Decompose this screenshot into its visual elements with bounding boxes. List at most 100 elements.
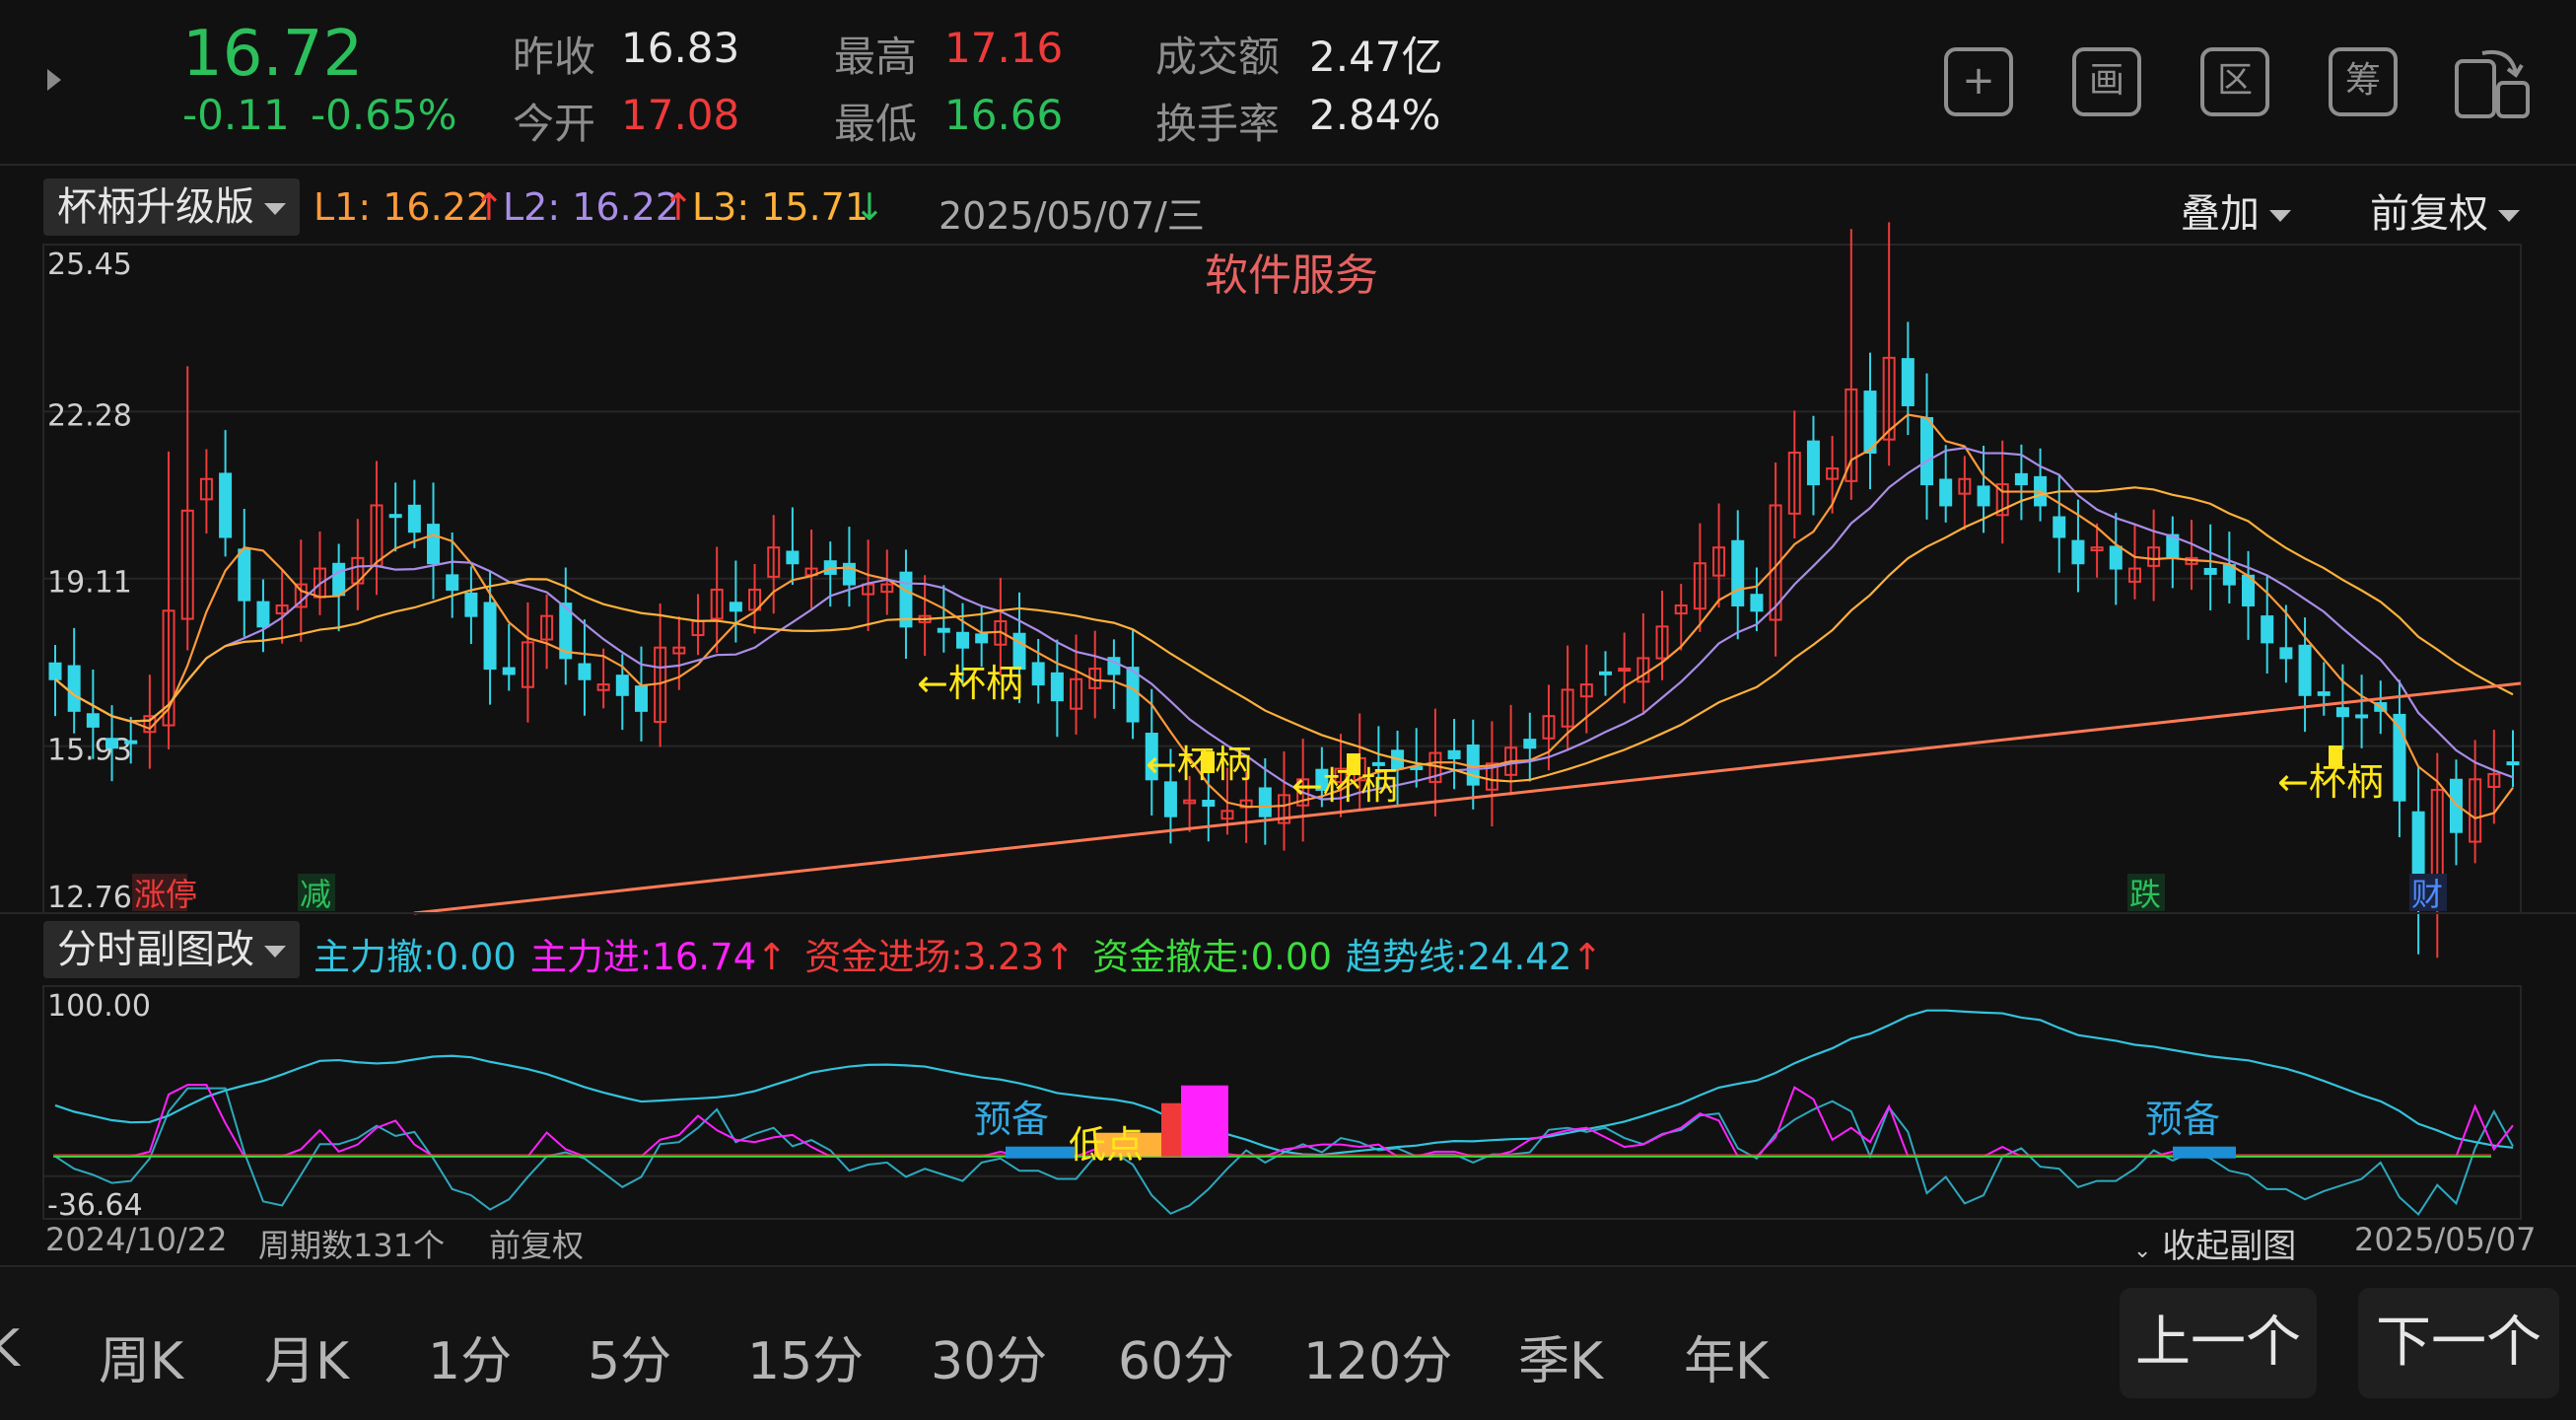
candle-body xyxy=(2053,516,2066,538)
rotate-screen-icon[interactable] xyxy=(2453,43,2532,122)
candle-body xyxy=(880,583,894,594)
signal-marker xyxy=(1347,753,1360,775)
period-tab[interactable]: 1分 xyxy=(428,1332,513,1391)
sub-legend: 主力撤:0.00 主力进:16.74↑ 资金进场:3.23↑ 资金撤走:0.00 趋势线… xyxy=(313,927,1620,980)
reduce-tag: 减 xyxy=(300,876,331,913)
sub-indicator-dropdown[interactable]: 分时副图改 xyxy=(43,921,300,978)
candle-body xyxy=(786,550,800,565)
limit-up-tag-bg xyxy=(132,874,187,911)
open-value: 17.08 xyxy=(621,91,740,139)
arrow-up-icon: ↑ xyxy=(1044,936,1076,978)
candle-body xyxy=(2317,691,2331,696)
candle-body xyxy=(1882,356,1896,441)
chips-button[interactable]: 筹 xyxy=(2329,47,2398,116)
candle-body xyxy=(2487,772,2501,788)
turnover-label: 换手率 xyxy=(1155,100,1281,148)
candle-body xyxy=(1561,688,1574,728)
kline-chart[interactable]: 25.45 22.28 19.11 15.93 12.76 软件服务 ←杯柄 ←杯柄 ←杯柄 ←杯… xyxy=(0,166,2576,1270)
y-tick-label: 12.76 xyxy=(47,881,132,915)
sub-frame xyxy=(42,985,2522,1220)
candle-body xyxy=(67,665,81,712)
candle-body xyxy=(1107,657,1121,675)
candle-body xyxy=(559,603,573,660)
period-tab[interactable]: 5分 xyxy=(588,1332,672,1391)
period-tab[interactable]: 30分 xyxy=(931,1332,1048,1391)
cup-handle-signal: ←杯柄 xyxy=(1291,764,1398,808)
candle-body xyxy=(1655,625,1669,660)
ready-bar xyxy=(1006,1146,1075,1159)
collapse-sub-button[interactable]: ⌄ 收起副图 xyxy=(2133,1219,2296,1267)
period-tab[interactable]: 15分 xyxy=(747,1332,865,1391)
adjust-label: 前复权 xyxy=(2370,191,2488,237)
sub-y-bottom: -36.64 xyxy=(47,1188,143,1223)
chevron-down-icon xyxy=(2498,210,2520,222)
sub-legend-item: 资金进场:3.23 xyxy=(804,936,1045,978)
candle-body xyxy=(842,562,856,586)
price-change: -0.11 xyxy=(182,91,290,139)
collapse-label: 收起副图 xyxy=(2162,1227,2297,1266)
candle-body xyxy=(2298,644,2312,696)
period-tab[interactable]: K xyxy=(0,1319,21,1379)
ma5-line xyxy=(54,413,2514,820)
quote-bar: 16.72 -0.11 -0.65% 昨收 16.83 今开 17.08 最高 … xyxy=(0,0,2576,164)
candle-body xyxy=(1202,800,1216,808)
candle-body xyxy=(634,685,648,712)
candle-body xyxy=(710,588,724,620)
zone-button[interactable]: 区 xyxy=(2200,47,2269,116)
candle-body xyxy=(2127,567,2141,583)
period-tab[interactable]: 周K xyxy=(99,1332,184,1391)
candle-body xyxy=(1579,683,1593,698)
ma20-line xyxy=(54,486,2514,783)
add-button[interactable]: + xyxy=(1944,47,2013,116)
candle-body xyxy=(427,524,441,565)
candle-body xyxy=(1995,483,2009,517)
candle-body xyxy=(2506,761,2520,766)
prev-close-label: 昨收 xyxy=(513,33,596,81)
draw-button[interactable]: 画 xyxy=(2072,47,2141,116)
candle-body xyxy=(1693,562,1706,610)
low-value: 16.66 xyxy=(944,91,1064,139)
period-tab[interactable]: 60分 xyxy=(1118,1332,1235,1391)
candle-body xyxy=(502,667,516,675)
expand-arrow-icon[interactable] xyxy=(47,69,61,91)
candle-body xyxy=(1447,749,1461,759)
turnover-value: 2.84% xyxy=(1309,91,1441,139)
period-tab[interactable]: 月K xyxy=(264,1332,350,1391)
candle-body xyxy=(1731,539,1745,606)
next-button[interactable]: 下一个 xyxy=(2358,1288,2559,1398)
arrow-down-icon: ↓ xyxy=(854,185,885,229)
candle-body xyxy=(1750,594,1764,612)
candle-body xyxy=(2469,778,2482,843)
candle-body xyxy=(1050,672,1064,702)
sub-legend-item: 趋势线:24.42 xyxy=(1346,936,1572,978)
adjust-dropdown[interactable]: 前复权 xyxy=(2370,181,2520,239)
finance-tag: 财 xyxy=(2411,876,2443,913)
sub-legend-item: 主力撤:0.00 xyxy=(313,936,517,978)
candle-body xyxy=(1145,733,1158,781)
candle-body xyxy=(1618,668,1632,673)
y-tick-label: 15.93 xyxy=(47,734,132,768)
prev-button[interactable]: 上一个 xyxy=(2120,1288,2317,1398)
chevron-down-icon xyxy=(264,203,286,215)
candle-body xyxy=(1636,657,1650,683)
candle-body xyxy=(1863,390,1877,455)
period-tab[interactable]: 120分 xyxy=(1303,1332,1453,1391)
footer-adjust: 前复权 xyxy=(489,1227,585,1264)
indicator-name: 杯柄升级版 xyxy=(57,184,254,230)
candle-body xyxy=(2203,567,2217,575)
indicator-dropdown[interactable]: 杯柄升级版 xyxy=(43,178,300,236)
arrow-up-icon: ↑ xyxy=(756,936,788,978)
amount-label: 成交额 xyxy=(1155,33,1281,81)
sub-y-top: 100.00 xyxy=(47,989,151,1024)
period-tab[interactable]: 年K xyxy=(1684,1332,1770,1391)
candle-body xyxy=(2261,615,2274,644)
chevron-down-icon xyxy=(264,946,286,958)
candle-body xyxy=(1031,662,1045,686)
overlay-dropdown[interactable]: 叠加 xyxy=(2181,181,2291,239)
trend-line xyxy=(413,681,2522,915)
amount-value: 2.47亿 xyxy=(1309,33,1443,81)
candle-body xyxy=(446,574,459,591)
candle-body xyxy=(1258,787,1272,817)
candle-body xyxy=(2014,472,2028,486)
period-tab[interactable]: 季K xyxy=(1518,1332,1604,1391)
